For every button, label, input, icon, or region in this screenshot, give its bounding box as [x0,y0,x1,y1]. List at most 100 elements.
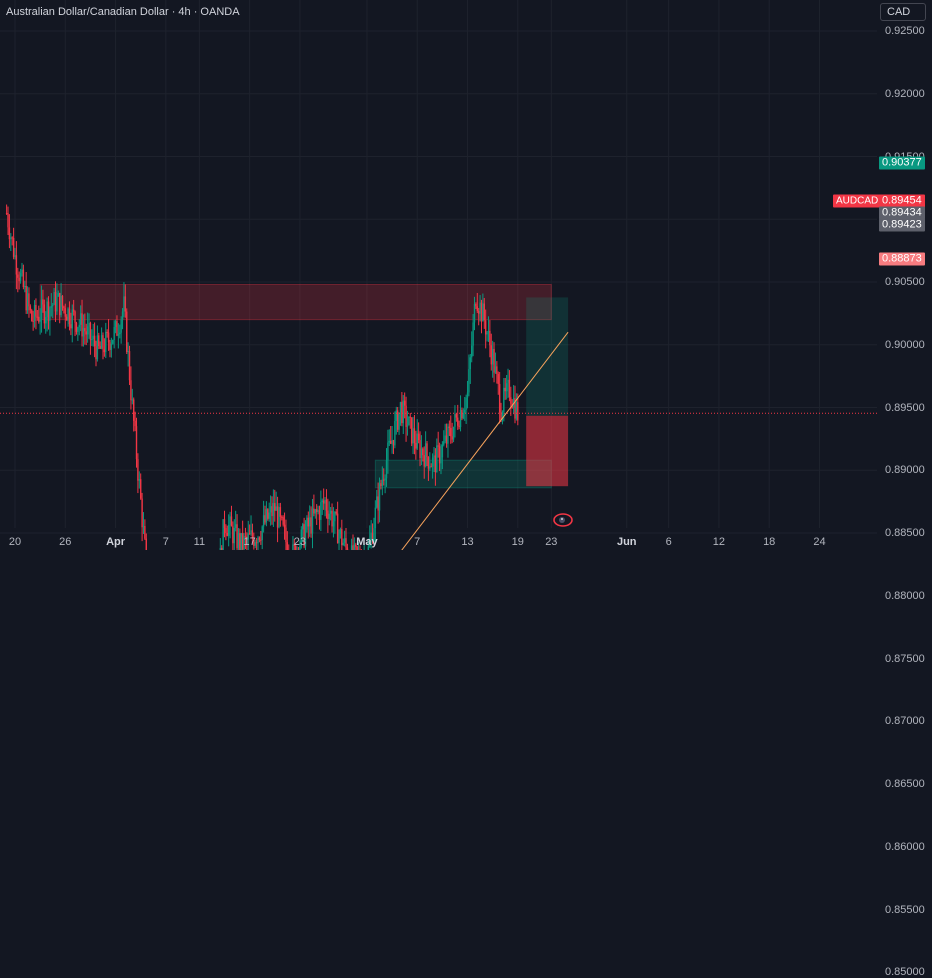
candle-body [476,306,478,312]
grid-lines [0,0,877,534]
candle-body [458,425,460,428]
candle-body [82,328,85,337]
candle-body [322,500,325,504]
candle-body [292,544,294,550]
price-tick: 0.89000 [885,464,925,477]
candle-body [38,316,40,322]
candle-body [497,374,499,385]
candle-body [237,533,240,549]
candle-body [444,435,446,442]
candle-body [140,479,142,499]
candle-body [223,519,226,528]
candle-body [109,342,111,350]
candle-body [310,517,312,534]
candle-body [138,479,141,481]
candle-body [254,542,256,546]
candle-body [438,446,441,464]
candle-body [413,428,416,444]
candle-body [283,524,286,528]
candle-body [430,466,432,468]
trendline [401,331,569,550]
price-tick: 0.85000 [885,966,925,978]
candle-body [250,530,252,535]
candle-body [482,303,484,322]
candle-body [45,317,47,324]
price-tick: 0.88500 [885,527,925,539]
candle-body [24,285,26,287]
candle-body [29,306,32,311]
zone-demand-upper [374,459,552,489]
candle-body [338,533,340,544]
price-tick: 0.90000 [885,338,925,351]
time-tick: 12 [712,536,726,548]
candle-body [320,502,322,520]
candle-body [454,414,456,427]
candle-body [335,511,337,514]
candle-body [58,293,61,316]
candle-body [376,496,378,508]
candle-body [356,546,358,550]
candle-body [7,213,9,228]
candle-body [49,307,51,321]
candle-body [123,296,125,312]
candle-body [295,545,297,550]
candle-body [498,384,501,413]
candle-body [431,457,434,467]
candle-body [142,525,145,528]
candle-body [116,321,118,336]
candle-body [471,345,473,358]
candle-body [385,460,388,479]
candle-body [264,515,266,523]
candle-body [85,331,87,335]
candle-body [53,291,55,305]
candle-body [8,227,11,240]
candle-body [255,542,258,544]
candle-body [127,351,129,353]
candle-body [100,335,103,349]
chart-title: Australian Dollar/Canadian Dollar · 4h ·… [6,6,240,18]
candle-body [84,328,86,332]
candle-body [390,440,392,444]
candle-body [429,466,431,469]
candle-body [422,448,424,456]
chart-canvas[interactable] [0,0,932,550]
candle-body [352,545,354,550]
candle-body [314,509,316,514]
candle-body [443,441,445,445]
candle-body [93,335,96,347]
candle-body [515,402,518,419]
candle-body [47,301,50,321]
candle-body [265,509,268,523]
candle-body [57,293,59,297]
candle-body [434,455,437,473]
candle-body [88,322,90,327]
candle-body [392,439,395,446]
candle-body [374,507,377,529]
current-price-label: 0.89454 [879,194,925,208]
candle-body [436,445,438,473]
currency-button[interactable]: CAD [880,3,926,21]
candle-body [437,445,439,447]
candle-body [11,237,13,239]
candle-body [130,380,132,401]
candle-body [448,426,451,428]
candle-body [282,517,284,525]
position-stop-zone [526,415,569,487]
candle-body [32,321,34,323]
price-tick: 0.92500 [885,25,925,37]
time-tick: Jun [616,536,637,548]
candle-body [10,237,12,240]
candle-body [96,335,99,360]
candle-body [464,409,466,413]
candle-body [18,277,20,282]
candle-body [507,379,509,384]
candle-body [486,332,488,335]
price-tick: 0.87500 [885,652,925,665]
candle-body [221,547,223,550]
candle-body [367,546,370,550]
candle-body [79,313,82,325]
candle-body [299,546,301,550]
time-tick: 20 [8,536,22,548]
candle-body [285,527,287,543]
tradingview-logo-icon[interactable] [553,513,573,527]
